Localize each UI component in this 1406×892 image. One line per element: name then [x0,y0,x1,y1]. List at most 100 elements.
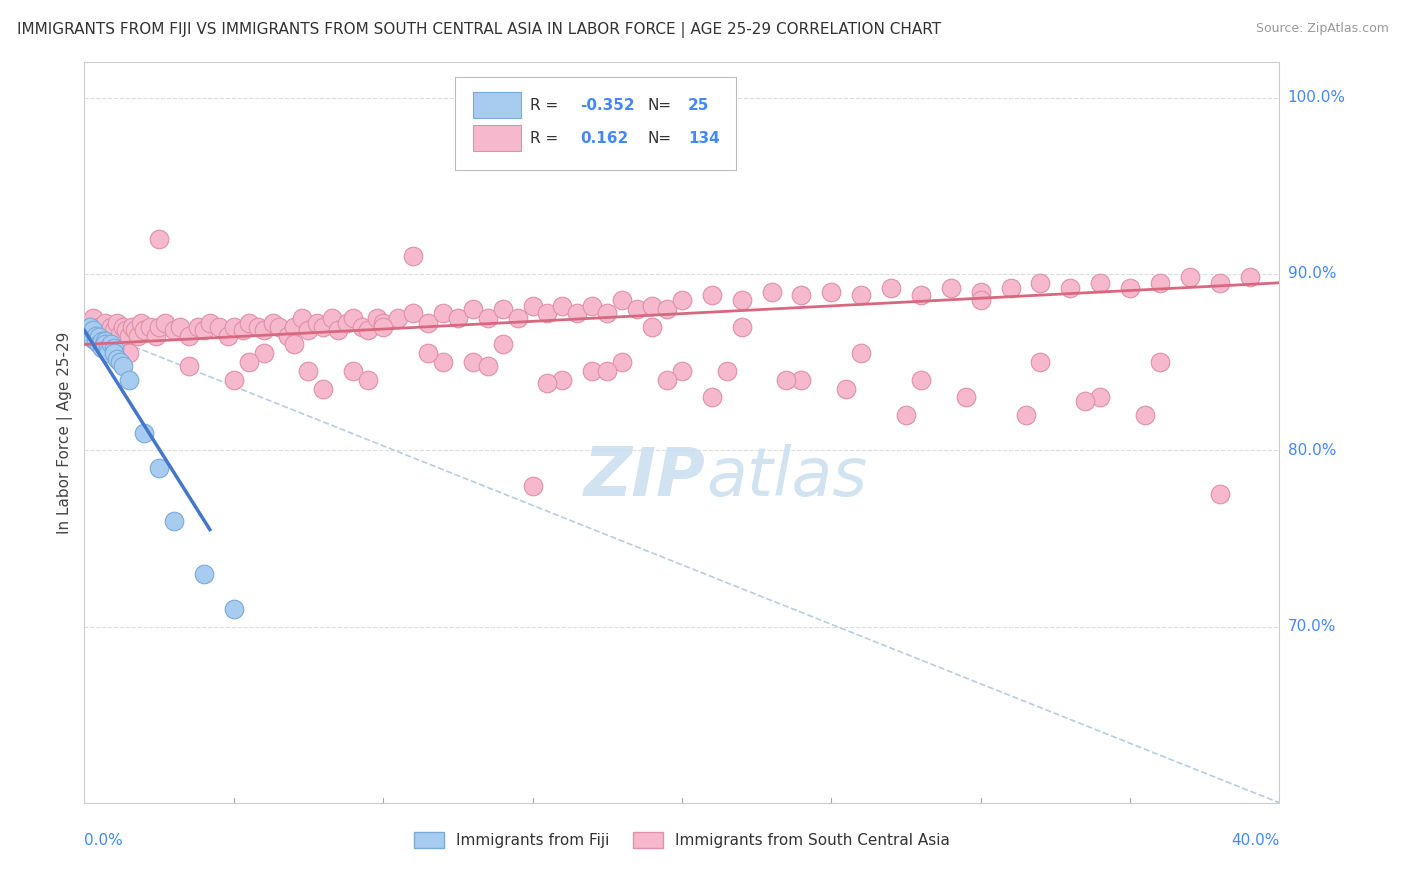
Point [671,293,693,308]
Point [112,359,135,373]
Point [177,328,200,343]
Point [671,364,693,378]
Point [238,355,260,369]
Point [536,376,558,391]
Point [115,323,138,337]
Text: N=: N= [647,131,672,146]
Point [820,285,842,299]
Point [312,319,335,334]
Point [387,311,409,326]
Point [939,281,962,295]
Point [596,364,619,378]
Point [112,319,135,334]
Point [163,323,186,337]
Point [761,285,783,299]
Point [416,346,439,360]
Point [94,337,117,351]
Point [402,249,425,263]
Point [910,288,932,302]
Point [357,373,380,387]
Point [910,373,932,387]
Point [373,316,395,330]
Point [89,330,111,344]
Point [139,319,162,334]
Point [567,306,589,320]
Point [1029,355,1052,369]
Point [103,346,125,360]
Point [118,373,141,387]
Point [851,346,873,360]
Point [1149,355,1171,369]
Point [129,316,152,330]
Point [626,302,648,317]
Y-axis label: In Labor Force | Age 25-29: In Labor Force | Age 25-29 [58,332,73,533]
Point [641,299,664,313]
Point [1090,390,1112,404]
Point [506,311,529,326]
Point [716,364,738,378]
Point [91,334,114,348]
Point [416,316,439,330]
Point [970,293,993,308]
Point [267,319,290,334]
Point [198,316,221,330]
Point [352,319,374,334]
Text: R =: R = [530,98,558,113]
Point [82,311,104,326]
Point [145,328,167,343]
Point [169,319,191,334]
Bar [472,126,520,152]
Point [851,288,873,302]
Point [477,311,499,326]
Point [551,299,574,313]
Point [297,364,319,378]
Point [132,425,156,440]
Point [307,316,329,330]
Text: 80.0%: 80.0% [1288,442,1336,458]
Point [124,323,146,337]
Text: N=: N= [647,98,672,113]
Bar [472,92,520,118]
Point [100,319,122,334]
Point [291,311,314,326]
Text: IMMIGRANTS FROM FIJI VS IMMIGRANTS FROM SOUTH CENTRAL ASIA IN LABOR FORCE | AGE : IMMIGRANTS FROM FIJI VS IMMIGRANTS FROM … [17,22,941,38]
Point [596,306,619,320]
Point [432,355,454,369]
Point [1029,276,1052,290]
FancyBboxPatch shape [456,78,735,169]
Point [402,306,425,320]
Point [105,351,128,366]
Text: 90.0%: 90.0% [1288,267,1336,282]
Point [91,341,114,355]
Point [253,346,276,360]
Point [342,311,364,326]
Point [82,332,104,346]
Point [775,373,797,387]
Point [97,346,120,360]
Point [336,316,359,330]
Point [700,288,723,302]
Point [612,293,634,308]
Point [127,328,149,343]
Point [1119,281,1142,295]
Point [187,319,209,334]
Point [222,319,245,334]
Point [253,323,276,337]
Point [148,232,170,246]
Point [297,323,319,337]
Point [342,364,364,378]
Point [790,373,813,387]
Point [894,408,917,422]
Text: Source: ZipAtlas.com: Source: ZipAtlas.com [1256,22,1389,36]
Point [1178,270,1201,285]
Point [641,319,664,334]
Point [110,326,132,341]
Point [283,319,305,334]
Point [731,319,754,334]
Point [835,382,858,396]
Point [1209,487,1232,501]
Point [217,328,239,343]
Point [655,302,678,317]
Point [246,319,269,334]
Point [208,319,231,334]
